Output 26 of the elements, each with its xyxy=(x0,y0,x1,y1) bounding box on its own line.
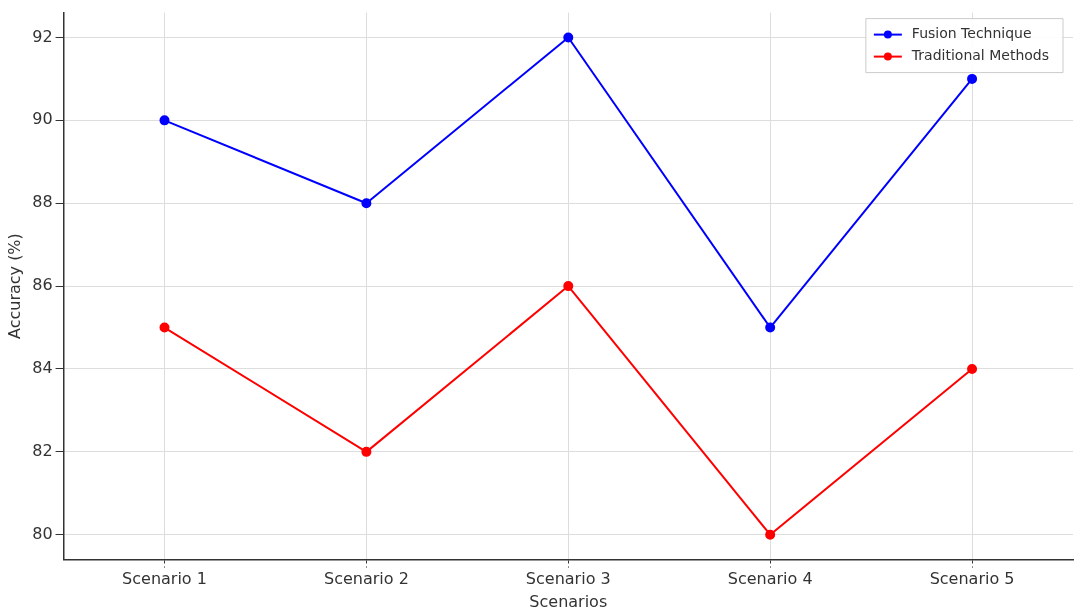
y-axis-title: Accuracy (%) xyxy=(4,233,24,340)
y-tick-label: 82 xyxy=(32,441,53,461)
point xyxy=(563,32,574,43)
point xyxy=(159,115,170,126)
point xyxy=(765,529,776,540)
y-tick-label: 88 xyxy=(32,192,53,212)
x-tick-label: Scenario 3 xyxy=(525,569,611,589)
legend-label: Fusion Technique xyxy=(911,25,1032,42)
y-tick-label: 84 xyxy=(32,358,53,378)
x-tick-label: Scenario 1 xyxy=(122,569,207,589)
point xyxy=(361,198,372,209)
y-tick-label: 86 xyxy=(32,275,53,295)
x-tick-label: Scenario 4 xyxy=(727,569,813,589)
point xyxy=(361,446,372,457)
point xyxy=(159,322,170,333)
y-tick-label: 92 xyxy=(32,26,53,46)
point xyxy=(563,281,574,292)
point xyxy=(967,73,978,84)
legend-label: Traditional Methods xyxy=(910,47,1050,64)
y-tick-label: 90 xyxy=(32,109,53,129)
point xyxy=(765,322,776,333)
x-axis-title: Scenarios xyxy=(529,591,608,611)
y-tick-label: 80 xyxy=(32,523,53,543)
x-tick-label: Scenario 2 xyxy=(323,569,409,589)
point xyxy=(967,363,978,374)
x-tick-label: Scenario 5 xyxy=(929,569,1015,589)
